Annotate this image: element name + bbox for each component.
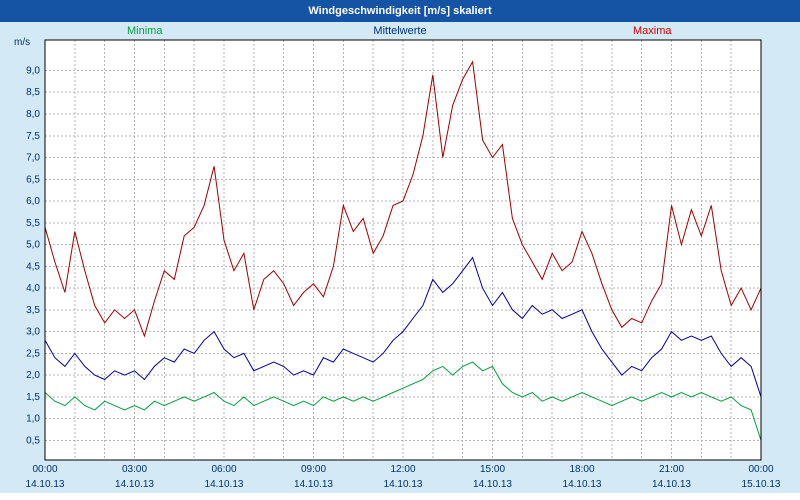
x-tick-date-label: 15.10.13 (742, 479, 781, 490)
series-maxima-line (44, 60, 762, 338)
x-tick-date-label: 14.10.13 (294, 479, 333, 490)
y-tick-label: 8,0 (26, 109, 40, 120)
y-tick-label: 4,0 (26, 283, 40, 294)
bottom-strip (0, 493, 800, 500)
y-tick-label: 0,5 (26, 435, 40, 446)
legend-mittelwerte: Mittelwerte (373, 25, 427, 37)
x-tick-date-label: 14.10.13 (563, 479, 602, 490)
x-tick-date-label: 14.10.13 (384, 479, 423, 490)
y-tick-label: 5,5 (26, 218, 40, 229)
x-tick-time-label: 18:00 (569, 464, 594, 475)
y-tick-label: 7,0 (26, 153, 40, 164)
y-tick-label: 3,5 (26, 305, 40, 316)
x-tick-time-label: 06:00 (211, 464, 236, 475)
legend-minima: Minima (127, 25, 163, 37)
x-tick-time-label: 03:00 (122, 464, 147, 475)
x-tick-time-label: 15:00 (480, 464, 505, 475)
x-tick-date-label: 14.10.13 (115, 479, 154, 490)
y-tick-label: 4,5 (26, 261, 40, 272)
plot-border (44, 39, 762, 461)
y-tick-label: 9,0 (26, 65, 40, 76)
legend-maxima: Maxima (633, 25, 672, 37)
y-tick-label: 6,0 (26, 196, 40, 207)
x-tick-date-label: 14.10.13 (205, 479, 244, 490)
x-tick-date-label: 14.10.13 (652, 479, 691, 490)
x-tick-time-label: 09:00 (301, 464, 326, 475)
chart-title: Windgeschwindigkeit [m/s] skaliert (0, 0, 800, 22)
y-tick-label: 3,0 (26, 327, 40, 338)
x-tick-date-label: 14.10.13 (26, 479, 65, 490)
x-tick-time-label: 00:00 (32, 464, 57, 475)
y-tick-label: 7,5 (26, 131, 40, 142)
y-tick-label: 6,5 (26, 174, 40, 185)
y-axis-unit-label: m/s (14, 37, 31, 48)
x-tick-time-label: 21:00 (659, 464, 684, 475)
y-tick-label: 8,5 (26, 87, 40, 98)
y-tick-label: 1,5 (26, 392, 40, 403)
series-mittelwerte-line (44, 256, 762, 398)
y-tick-label: 5,0 (26, 240, 40, 251)
x-tick-date-label: 14.10.13 (473, 479, 512, 490)
y-tick-label: 2,0 (26, 370, 40, 381)
series-minima-line (44, 361, 762, 441)
y-tick-label: 1,0 (26, 414, 40, 425)
x-tick-time-label: 00:00 (748, 464, 773, 475)
y-tick-label: 2,5 (26, 348, 40, 359)
legend: Minima Mittelwerte Maxima (0, 25, 800, 39)
x-tick-time-label: 12:00 (390, 464, 415, 475)
